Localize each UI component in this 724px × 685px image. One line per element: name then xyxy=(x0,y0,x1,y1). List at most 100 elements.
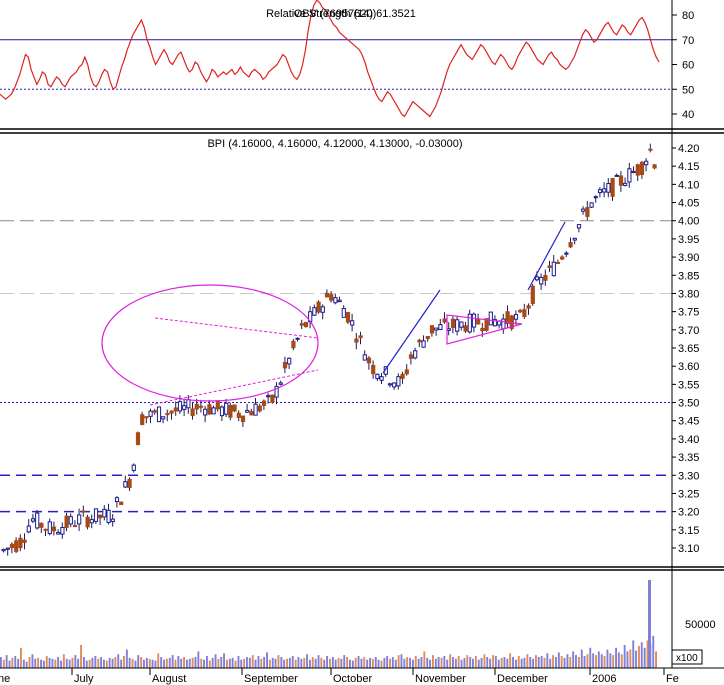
volume-bar xyxy=(60,660,62,668)
volume-bar xyxy=(211,657,214,668)
x-tick-label: ne xyxy=(0,673,10,685)
volume-bar xyxy=(88,659,91,668)
price-tick-label: 3.30 xyxy=(678,470,699,482)
candle-body xyxy=(194,403,199,410)
reference-lines xyxy=(0,39,672,513)
candle-body xyxy=(560,256,565,260)
candle-body xyxy=(530,285,535,305)
volume-bar xyxy=(454,658,457,668)
volume-bar xyxy=(40,659,42,668)
trendline-1 xyxy=(382,289,441,374)
volume-bar xyxy=(380,660,383,668)
candle-body xyxy=(106,509,111,523)
volume-bar xyxy=(463,657,466,668)
price-tick-label: 3.35 xyxy=(678,452,699,464)
volume-bar xyxy=(580,649,583,668)
rsi-tick-label: 40 xyxy=(682,109,694,121)
volume-bar xyxy=(632,640,635,668)
candle-body xyxy=(434,327,439,331)
candle-body xyxy=(236,412,241,418)
volume-bar xyxy=(597,651,600,668)
panel-frames xyxy=(0,0,724,669)
volume-bar xyxy=(537,657,540,668)
volume-bar xyxy=(557,652,560,668)
candle-body xyxy=(429,325,435,334)
candle-body xyxy=(39,522,44,528)
trendline-2 xyxy=(527,221,566,291)
candle-body xyxy=(459,321,464,328)
candle-body xyxy=(261,400,267,406)
volume-bar xyxy=(42,660,45,668)
volume-bar xyxy=(217,658,220,668)
volume-bar xyxy=(237,656,240,668)
volume-bar xyxy=(509,653,512,668)
volume-bar xyxy=(334,659,337,668)
volume-bar xyxy=(617,652,620,668)
candle-body xyxy=(26,525,31,533)
volume-bar xyxy=(583,656,586,668)
candle-body xyxy=(480,327,485,332)
candle-body xyxy=(35,512,40,529)
volume-bar xyxy=(14,656,17,668)
candle-body xyxy=(526,305,531,309)
candle-body xyxy=(56,531,61,535)
volume-bar xyxy=(638,645,640,668)
volume-bar xyxy=(57,657,60,668)
volume-bar xyxy=(543,657,546,668)
candle-body xyxy=(471,313,477,328)
volume-bar xyxy=(125,649,128,668)
volume-bar xyxy=(403,658,406,668)
volume-bar xyxy=(65,658,68,668)
volume-bar xyxy=(180,658,183,668)
candle-body xyxy=(543,274,548,281)
candle-body xyxy=(47,521,52,535)
volume-bar xyxy=(163,659,165,668)
volume-bar xyxy=(655,651,657,668)
candle-body xyxy=(215,400,220,410)
volume-bar xyxy=(323,659,326,668)
volume-bar xyxy=(489,658,492,668)
x-tick-label: October xyxy=(333,673,372,685)
volume-bar xyxy=(374,657,377,668)
volume-bar xyxy=(243,658,246,668)
candle-body xyxy=(144,416,149,419)
candle-body xyxy=(421,340,426,348)
volume-bar xyxy=(17,658,20,668)
volume-bar xyxy=(648,580,651,668)
volume-bar xyxy=(165,658,168,668)
candle-body xyxy=(30,518,36,522)
volume-bar xyxy=(434,658,437,668)
volume-bar xyxy=(91,657,94,668)
volume-bar xyxy=(134,660,137,668)
volume-bar xyxy=(288,657,291,668)
volume-bar xyxy=(483,654,486,668)
volume-bar xyxy=(114,657,117,668)
volume-bar xyxy=(97,658,100,668)
volume-bar xyxy=(337,657,340,668)
candle-body xyxy=(156,406,162,423)
volume-bar xyxy=(446,659,449,668)
volume-bar xyxy=(120,659,123,668)
candle-body xyxy=(568,242,573,248)
volume-bar xyxy=(0,657,2,668)
volume-bar xyxy=(486,657,489,668)
candle-body xyxy=(127,478,132,488)
candle-body xyxy=(644,160,649,166)
candle-body xyxy=(635,164,640,176)
volume-bar xyxy=(148,658,151,668)
volume-bar xyxy=(103,659,105,668)
candle-body xyxy=(77,514,82,525)
candle-body xyxy=(135,432,141,446)
volume-bar xyxy=(203,659,205,668)
candle-body xyxy=(182,405,187,410)
rsi-tick-label: 60 xyxy=(682,60,694,72)
volume-bar xyxy=(515,659,517,668)
candle-body xyxy=(513,314,519,320)
price-tick-label: 4.10 xyxy=(678,179,699,191)
candle-body xyxy=(14,540,19,552)
volume-bar xyxy=(386,656,389,668)
volume-bar xyxy=(157,653,160,668)
price-tick-label: 3.75 xyxy=(678,307,699,319)
volume-bar xyxy=(529,657,532,668)
